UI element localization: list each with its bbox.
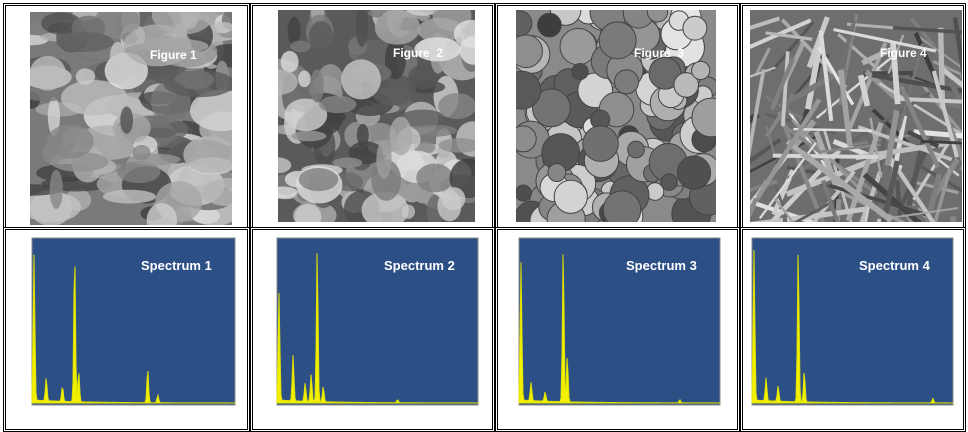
sem-image	[516, 10, 716, 222]
spectrum-label: Spectrum 4	[859, 258, 930, 273]
figure-label: Figure 4	[880, 46, 927, 60]
figure-label: Figure 3	[634, 46, 684, 60]
page: Figure 1 Spectrum 1 Figure 2 Spectrum 2 Figu…	[0, 0, 968, 427]
spectrum-label: Spectrum 1	[141, 258, 212, 273]
spectrum-label: Spectrum 2	[384, 258, 455, 273]
spectrum-label: Spectrum 3	[626, 258, 697, 273]
figure-label: Figure 1	[150, 48, 197, 62]
sem-image	[30, 12, 232, 225]
figure-label: Figure 2	[393, 46, 443, 60]
sem-image	[750, 10, 962, 222]
sem-image	[278, 10, 475, 222]
